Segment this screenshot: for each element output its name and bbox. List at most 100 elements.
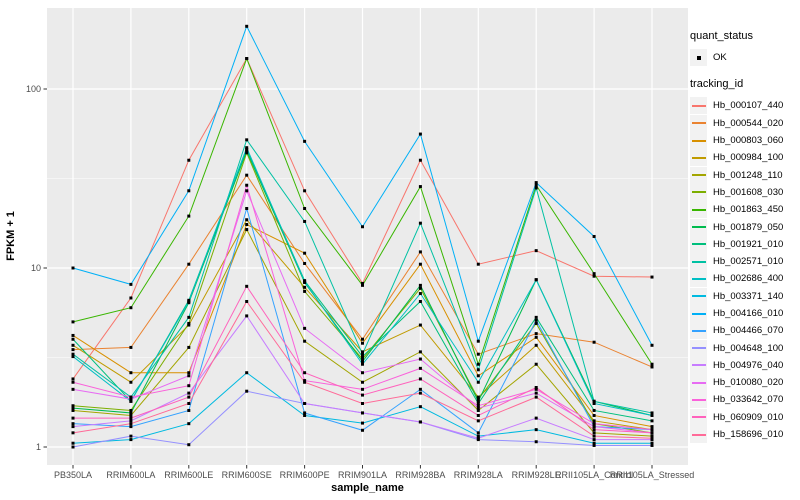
data-point [187, 345, 191, 349]
data-point [303, 379, 307, 383]
data-point [187, 408, 191, 412]
legend-item-label: Hb_004466_070 [713, 325, 784, 337]
legend-item: Hb_001921_010 [690, 235, 800, 253]
legend-key [690, 356, 707, 374]
data-point [129, 419, 133, 423]
legend-key [690, 322, 707, 340]
legend-item: Hb_060909_010 [690, 408, 800, 426]
y-axis-title: FPKM + 1 [5, 211, 17, 261]
data-point [650, 411, 654, 415]
data-point [592, 425, 596, 429]
data-point [650, 431, 654, 435]
data-point [129, 282, 133, 286]
data-point [534, 416, 538, 420]
data-point [418, 262, 422, 266]
data-point [129, 434, 133, 438]
legend-item: Hb_004648_100 [690, 339, 800, 357]
legend-key [690, 374, 707, 392]
data-point [187, 315, 191, 319]
data-point [71, 337, 75, 341]
data-point [71, 333, 75, 337]
data-point [534, 391, 538, 395]
data-point [245, 189, 249, 193]
legend-line-swatch-icon [691, 295, 706, 298]
legend-line-swatch-icon [691, 104, 706, 107]
data-point [187, 323, 191, 327]
data-point [245, 284, 249, 288]
legend-item-label: Hb_010080_020 [713, 377, 784, 389]
legend-line-swatch-icon [691, 364, 706, 367]
data-point [418, 387, 422, 391]
legend-line-swatch-icon [691, 347, 706, 350]
data-point [361, 337, 364, 341]
data-point [650, 275, 654, 279]
data-point [187, 384, 191, 388]
data-point [418, 283, 422, 287]
legend-item-label: Hb_001921_010 [713, 238, 784, 250]
data-point [129, 399, 133, 403]
data-point [361, 411, 364, 415]
legend-item: Hb_004166_010 [690, 305, 800, 322]
data-point [245, 138, 249, 142]
data-point [650, 425, 654, 429]
legend-item: Hb_004466_070 [690, 322, 800, 340]
data-point [476, 368, 480, 372]
data-point [129, 306, 133, 310]
data-point [534, 395, 538, 399]
data-point [592, 441, 596, 445]
data-point [476, 436, 480, 440]
legend-item-label: Hb_004648_100 [713, 342, 784, 354]
data-point [650, 343, 654, 347]
data-point [650, 443, 654, 447]
data-point [303, 380, 307, 384]
legend-line-swatch-icon [691, 243, 706, 246]
legend-items: Hb_000107_440 Hb_000544_020 Hb_000803_060 H… [690, 97, 800, 444]
legend-title-quant-status: quant_status [690, 30, 753, 42]
data-point [245, 147, 249, 151]
data-point [129, 380, 133, 384]
legend-item: Hb_004976_040 [690, 356, 800, 374]
legend-line-swatch-icon [691, 416, 706, 419]
legend-item-label: Hb_001248_110 [713, 169, 783, 181]
data-point [476, 262, 480, 266]
data-point [303, 401, 307, 405]
data-point [361, 355, 364, 359]
legend-line-swatch-icon [691, 208, 706, 211]
data-point [418, 357, 422, 361]
legend-line-swatch-icon [691, 226, 706, 229]
data-point [187, 395, 191, 399]
data-point [361, 380, 364, 384]
data-point [71, 422, 75, 426]
legend-key-ok [690, 49, 707, 67]
legend-item: Hb_001608_030 [690, 183, 800, 201]
legend-item: Hb_000107_440 [690, 97, 800, 115]
data-point [476, 408, 480, 412]
legend-item-label: Hb_004166_010 [713, 308, 784, 319]
data-point [592, 413, 596, 417]
data-point [534, 321, 538, 325]
data-point [245, 314, 249, 318]
data-point [187, 189, 191, 193]
data-point [361, 283, 364, 287]
data-point [129, 411, 133, 415]
data-point [71, 441, 75, 445]
data-point [534, 186, 538, 190]
data-point [476, 401, 480, 405]
data-point [187, 262, 191, 266]
data-point [361, 401, 364, 405]
data-point [303, 326, 307, 330]
data-point [650, 434, 654, 438]
data-point [650, 419, 654, 423]
data-point [187, 321, 191, 325]
data-point [303, 139, 307, 143]
data-point [476, 374, 480, 378]
data-point [534, 332, 538, 336]
legend-item-label: Hb_000107_440 [713, 100, 784, 112]
data-point [303, 261, 307, 265]
data-point [534, 385, 538, 389]
legend-item-label: Hb_060909_010 [713, 411, 784, 423]
data-point [361, 225, 364, 229]
data-point [303, 289, 307, 293]
